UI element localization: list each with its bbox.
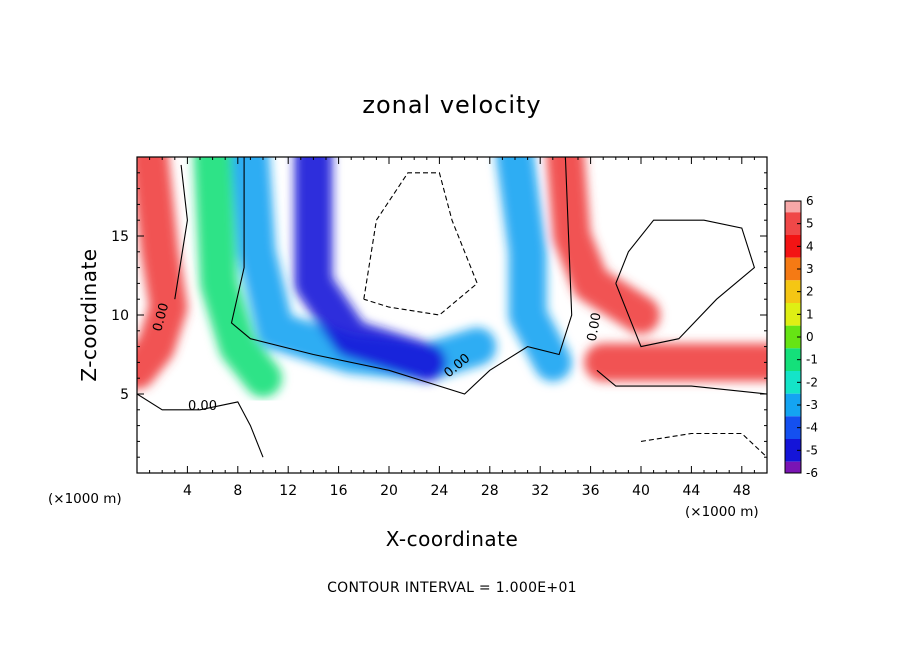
colorbar-tick-label: -1 xyxy=(806,353,818,367)
x-tick-label: 16 xyxy=(330,483,348,499)
y-tick-label: 15 xyxy=(111,229,129,245)
contour-line-2 xyxy=(596,369,767,395)
y-tick-label: 5 xyxy=(120,387,129,403)
field-band-5 xyxy=(496,157,572,382)
x-tick-label: 32 xyxy=(531,483,549,499)
colorbar-swatch-3 xyxy=(785,257,801,281)
x-axis-label: X-coordinate xyxy=(386,527,519,551)
x-tick-label: 8 xyxy=(233,483,242,499)
colorbar-tick-label: -6 xyxy=(806,466,818,480)
contour-label-3: 0.00 xyxy=(585,311,605,342)
x-tick-label: 40 xyxy=(632,483,650,499)
velocity-field xyxy=(137,157,767,398)
colorbar-swatch-9 xyxy=(785,393,801,417)
x-unit-right: (×1000 m) xyxy=(685,504,759,520)
contour-label-0: 0.00 xyxy=(150,301,172,333)
contour-label-1: 0.00 xyxy=(188,399,217,414)
chart-title: zonal velocity xyxy=(362,91,541,119)
y-axis-ticks: 5 10 15 xyxy=(111,172,767,458)
x-tick-label: 44 xyxy=(682,483,700,499)
colorbar-tick-label: 1 xyxy=(806,307,814,321)
colorbar-swatch-7 xyxy=(785,348,801,371)
x-tick-label: 28 xyxy=(481,483,499,499)
colorbar-tick-label: -2 xyxy=(806,375,818,389)
contour-line-5 xyxy=(615,219,756,348)
contour-line-0 xyxy=(174,164,188,300)
x-tick-label: 12 xyxy=(279,483,297,499)
x-tick-label: 24 xyxy=(430,483,448,499)
contour-line-3 xyxy=(137,393,264,458)
field-band-2 xyxy=(294,157,446,382)
colorbar-swatch-6 xyxy=(785,325,801,349)
colorbar-tick-label: -5 xyxy=(806,443,818,457)
contour-interval-note: CONTOUR INTERVAL = 1.000E+01 xyxy=(327,580,577,596)
colorbar-tick-label: -4 xyxy=(806,421,818,435)
contour-line-1 xyxy=(230,157,573,395)
colorbar-swatch-12 xyxy=(785,461,801,473)
colorbar-tick-label: -3 xyxy=(806,398,818,412)
y-axis-label: Z-coordinate xyxy=(77,248,101,381)
colorbar-tick-label: 2 xyxy=(806,285,814,299)
colorbar-swatch-2 xyxy=(785,235,801,258)
colorbar-swatch-10 xyxy=(785,416,801,439)
colorbar-swatch-11 xyxy=(785,439,801,462)
x-tick-label: 4 xyxy=(183,483,192,499)
x-axis-ticks: 4 8 12 16 20 24 28 32 36 40 44 48 xyxy=(149,157,755,499)
field-band-0 xyxy=(137,157,188,390)
y-tick-label: 10 xyxy=(111,308,129,324)
colorbar-swatch-8 xyxy=(785,371,801,394)
contour-line-6 xyxy=(640,432,767,458)
x-tick-label: 48 xyxy=(733,483,751,499)
field-band-3 xyxy=(193,157,282,398)
colorbar-tick-label: 5 xyxy=(806,217,814,231)
colorbar-tick-label: 4 xyxy=(806,239,814,253)
colorbar-swatch-1 xyxy=(785,212,801,235)
colorbar: 6 5 4 3 2 1 0 -1 -2 -3 -4 -5 -6 xyxy=(784,194,818,480)
x-tick-label: 20 xyxy=(380,483,398,499)
field-band-4 xyxy=(546,157,660,334)
colorbar-swatch-0 xyxy=(785,201,801,213)
colorbar-swatch-4 xyxy=(785,280,801,303)
contour-lines xyxy=(137,157,767,458)
colorbar-swatch-5 xyxy=(785,303,801,326)
colorbar-tick-label: 0 xyxy=(806,330,814,344)
colorbar-tick-label: 3 xyxy=(806,262,814,276)
contour-line-4 xyxy=(363,172,478,316)
x-tick-label: 36 xyxy=(582,483,600,499)
x-unit-left: (×1000 m) xyxy=(48,491,122,507)
colorbar-tick-label: 6 xyxy=(806,194,814,208)
